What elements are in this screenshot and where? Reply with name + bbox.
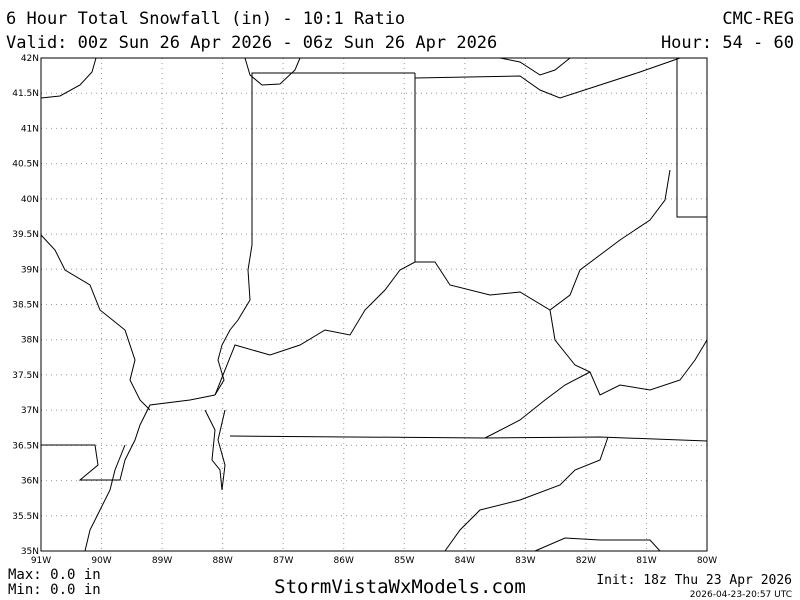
- lat-tick-label: 41N: [21, 124, 39, 134]
- ohio-river: [214, 169, 671, 396]
- lon-tick-label: 86W: [334, 556, 354, 566]
- title: 6 Hour Total Snowfall (in) - 10:1 Ratio: [6, 9, 405, 29]
- lat-tick-label: 41.5N: [12, 89, 39, 99]
- lat-tick-label: 36N: [21, 477, 39, 487]
- model: CMC-REG: [722, 9, 794, 29]
- lon-tick-label: 84W: [455, 556, 475, 566]
- lon-tick-label: 82W: [576, 556, 596, 566]
- ms-river: [40, 234, 151, 411]
- lon-tick-label: 91W: [31, 556, 51, 566]
- lon-tick-label: 81W: [636, 556, 656, 566]
- kentucky-lake: [204, 409, 226, 491]
- lake-michigan: [40, 57, 97, 99]
- lat-tick-label: 37.5N: [12, 371, 39, 381]
- indiana-north: [251, 72, 415, 83]
- lat-tick-label: 42N: [21, 54, 39, 64]
- wv-border: [549, 309, 708, 396]
- lon-tick-label: 83W: [515, 556, 535, 566]
- map-frame: [40, 57, 708, 552]
- pa-border: [676, 58, 707, 218]
- lat-tick-label: 38.5N: [12, 301, 39, 311]
- lon-tick-label: 90W: [91, 556, 111, 566]
- borders: [40, 57, 708, 552]
- indiana-west: [214, 83, 253, 396]
- lat-tick-label: 40N: [21, 195, 39, 205]
- lat-tick-label: 35.5N: [12, 512, 39, 522]
- lake-erie: [414, 57, 681, 99]
- lon-tick-label: 80W: [697, 556, 717, 566]
- valid: Valid: 00z Sun 26 Apr 2026 - 06z Sun 26 …: [6, 33, 497, 53]
- site: StormVistaWxModels.com: [274, 576, 526, 598]
- lon-tick-label: 88W: [212, 556, 232, 566]
- min: Min: 0.0 in: [8, 582, 101, 598]
- lon-tick-label: 87W: [273, 556, 293, 566]
- stamp: 2026-04-23-20:57 UTC: [690, 590, 792, 600]
- max: Max: 0.0 in: [8, 567, 101, 583]
- lat-tick-label: 40.5N: [12, 160, 39, 170]
- ms-south: [84, 444, 126, 552]
- lat-tick-label: 39N: [21, 265, 39, 275]
- nc-border-2: [534, 537, 661, 552]
- lat-tick-label: 39.5N: [12, 230, 39, 240]
- lake-erie-north: [499, 57, 571, 76]
- init: Init: 18z Thu 23 Apr 2026: [596, 573, 792, 588]
- lake-michigan-shore: [244, 57, 301, 86]
- lat-tick-label: 35N: [21, 547, 39, 557]
- lon-tick-label: 89W: [152, 556, 172, 566]
- tn-north: [229, 435, 708, 442]
- nc-border: [444, 436, 609, 552]
- lon-tick-label: 85W: [394, 556, 414, 566]
- lat-tick-label: 38N: [21, 336, 39, 346]
- lat-tick-label: 36.5N: [12, 441, 39, 451]
- tn-west: [41, 394, 216, 481]
- lat-tick-label: 37N: [21, 406, 39, 416]
- hour: Hour: 54 - 60: [661, 33, 794, 53]
- ky-va: [484, 371, 591, 439]
